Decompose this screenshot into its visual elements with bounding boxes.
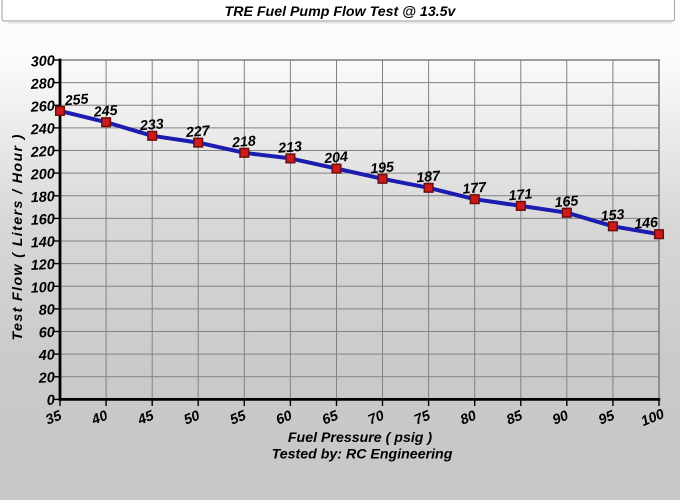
svg-text:40: 40 — [37, 347, 55, 364]
svg-text:80: 80 — [38, 302, 55, 319]
svg-text:90: 90 — [550, 408, 571, 429]
svg-text:35: 35 — [43, 407, 65, 428]
svg-text:218: 218 — [230, 133, 256, 151]
svg-text:227: 227 — [184, 123, 211, 141]
svg-text:140: 140 — [30, 234, 55, 251]
svg-text:65: 65 — [320, 407, 342, 428]
svg-text:45: 45 — [135, 407, 158, 429]
svg-text:85: 85 — [504, 407, 526, 428]
svg-text:187: 187 — [416, 168, 442, 186]
svg-text:TRE Fuel Pump Flow Test @ 13.5: TRE Fuel Pump Flow Test @ 13.5v — [225, 4, 457, 20]
svg-text:260: 260 — [29, 99, 55, 116]
svg-text:0: 0 — [46, 393, 55, 409]
svg-text:165: 165 — [554, 193, 580, 211]
svg-text:220: 220 — [29, 144, 55, 161]
svg-text:160: 160 — [30, 212, 55, 229]
svg-text:60: 60 — [38, 325, 55, 342]
svg-text:255: 255 — [63, 91, 90, 109]
svg-text:55: 55 — [228, 407, 250, 428]
svg-text:70: 70 — [366, 408, 387, 429]
svg-text:50: 50 — [182, 408, 203, 429]
svg-text:40: 40 — [89, 408, 111, 429]
svg-text:Fuel Pressure ( psig ): Fuel Pressure ( psig ) — [288, 430, 433, 446]
svg-text:153: 153 — [600, 207, 625, 225]
svg-text:20: 20 — [37, 370, 55, 387]
svg-text:300: 300 — [30, 53, 55, 70]
svg-text:177: 177 — [462, 180, 488, 198]
svg-text:280: 280 — [29, 76, 55, 93]
svg-text:204: 204 — [323, 149, 349, 167]
svg-text:100: 100 — [30, 280, 55, 297]
svg-text:Tested by: RC Engineering: Tested by: RC Engineering — [272, 447, 453, 463]
svg-text:180: 180 — [30, 189, 55, 206]
svg-text:213: 213 — [277, 139, 303, 157]
svg-text:240: 240 — [29, 121, 55, 138]
svg-text:80: 80 — [458, 408, 479, 429]
svg-text:245: 245 — [92, 103, 119, 121]
svg-text:120: 120 — [30, 257, 55, 274]
svg-text:171: 171 — [508, 186, 533, 204]
svg-text:200: 200 — [29, 166, 55, 183]
svg-text:60: 60 — [274, 408, 295, 429]
svg-text:95: 95 — [596, 407, 618, 428]
svg-text:233: 233 — [138, 116, 164, 134]
svg-text:195: 195 — [370, 159, 396, 177]
svg-text:146: 146 — [634, 215, 659, 233]
svg-text:75: 75 — [412, 407, 434, 428]
